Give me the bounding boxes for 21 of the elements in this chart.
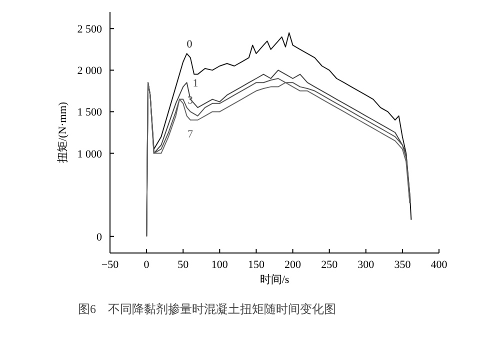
series-label: 0 <box>186 38 193 51</box>
x-tick-label: 0 <box>144 259 150 271</box>
y-axis-title: 扭矩/(N·mm) <box>57 102 69 164</box>
x-tick-label: 100 <box>211 259 228 271</box>
x-tick-label: 350 <box>394 259 412 271</box>
x-tick-label: 200 <box>284 259 302 271</box>
x-tick-label: 150 <box>248 259 265 271</box>
series-label: 7 <box>187 128 194 140</box>
x-tick-label: −50 <box>101 259 120 271</box>
y-tick-label: 0 <box>96 231 102 244</box>
caption: 图6 不同降黏剂掺量时混凝土扭矩随时间变化图 <box>78 302 336 316</box>
x-axis-title: 时间/s <box>260 273 290 286</box>
y-tick-label: 2 500 <box>77 24 102 36</box>
x-tick-label: 300 <box>358 259 375 271</box>
series-label: 1 <box>192 78 198 90</box>
x-tick-label: 50 <box>178 259 190 271</box>
x-tick-label: 400 <box>430 259 448 271</box>
y-tick-label: 1 500 <box>77 106 102 119</box>
x-tick-label: 250 <box>321 259 338 271</box>
y-tick-label: 1 000 <box>77 148 102 160</box>
y-tick-label: 2 000 <box>77 65 102 78</box>
